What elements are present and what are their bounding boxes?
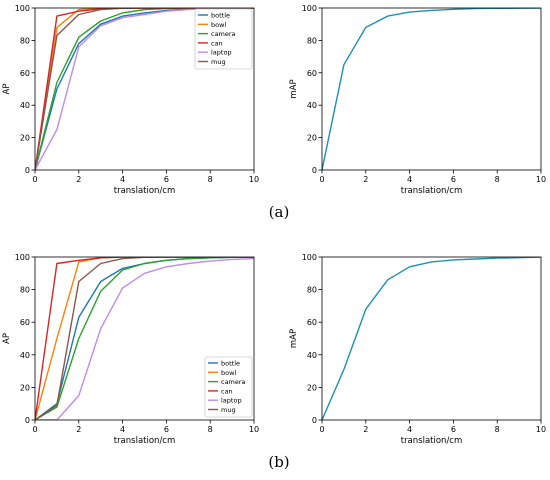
- series-line-mug: [35, 8, 254, 170]
- y-tick-label: 100: [302, 4, 317, 13]
- chart-3: 0 2 4 6 8 10020406080100translation/cmAPbottl…: [2, 253, 259, 446]
- x-tick-label: 4: [407, 175, 412, 184]
- y-tick-label: 20: [307, 134, 317, 143]
- x-tick-label: 6: [164, 425, 169, 434]
- legend-label-can: can: [211, 39, 223, 47]
- series-line-bowl: [35, 8, 254, 170]
- x-tick-label: 2: [363, 175, 368, 184]
- y-tick-label: 20: [307, 383, 317, 392]
- x-axis-label: translation/cm: [401, 186, 463, 196]
- legend-label-camera: camera: [221, 378, 246, 386]
- y-tick-label: 60: [20, 69, 30, 78]
- y-tick-label: 80: [307, 36, 317, 45]
- x-tick-label: 8: [208, 425, 213, 434]
- series-line-can: [35, 8, 254, 170]
- x-tick-label: 10: [536, 175, 546, 184]
- x-axis-label: translation/cm: [401, 436, 463, 446]
- legend-label-mug: mug: [211, 58, 226, 66]
- legend-label-camera: camera: [211, 30, 236, 38]
- x-tick-label: 0: [32, 175, 37, 184]
- x-tick-label: 10: [249, 425, 259, 434]
- x-tick-label: 8: [208, 175, 213, 184]
- series-line-bowl: [35, 257, 254, 420]
- y-tick-label: 60: [307, 69, 317, 78]
- x-tick-label: 10: [536, 425, 546, 434]
- y-tick-label: 80: [307, 286, 317, 295]
- x-tick-label: 4: [120, 175, 125, 184]
- series-line-camera: [35, 8, 254, 170]
- axes-frame: [34, 256, 255, 421]
- x-tick-label: 2: [76, 425, 81, 434]
- x-tick-label: 6: [451, 425, 456, 434]
- x-tick-label: 6: [451, 175, 456, 184]
- axes-frame: [321, 256, 542, 421]
- axes-frame: [321, 7, 542, 171]
- legend-label-bowl: bowl: [221, 369, 236, 377]
- y-axis-label: AP: [2, 333, 12, 344]
- legend-label-can: can: [221, 387, 233, 395]
- y-tick-label: 0: [25, 416, 30, 425]
- x-tick-label: 0: [319, 175, 324, 184]
- series-line-map: [322, 8, 541, 170]
- y-tick-label: 80: [20, 36, 30, 45]
- y-tick-label: 100: [15, 4, 30, 13]
- y-axis-label: mAP: [289, 329, 299, 348]
- y-tick-label: 40: [20, 351, 30, 360]
- legend-label-mug: mug: [221, 406, 236, 414]
- legend-label-bottle: bottle: [221, 360, 240, 368]
- x-tick-label: 4: [407, 425, 412, 434]
- y-tick-label: 60: [307, 318, 317, 327]
- y-tick-label: 40: [20, 101, 30, 110]
- y-axis-label: mAP: [289, 79, 299, 98]
- x-axis-label: translation/cm: [114, 186, 176, 196]
- legend-box: [194, 8, 253, 70]
- y-tick-label: 0: [312, 416, 317, 425]
- series-line-can: [35, 257, 254, 420]
- panel-label-b: (b): [268, 453, 290, 471]
- y-tick-label: 80: [20, 286, 30, 295]
- x-tick-label: 2: [76, 175, 81, 184]
- axes-frame: [34, 7, 255, 171]
- y-tick-label: 100: [302, 253, 317, 262]
- chart-1: 0 2 4 6 8 10020406080100translation/cmAPbottl…: [2, 4, 259, 196]
- y-tick-label: 40: [307, 351, 317, 360]
- x-tick-label: 8: [495, 425, 500, 434]
- y-tick-label: 20: [20, 383, 30, 392]
- legend-label-laptop: laptop: [221, 397, 242, 405]
- y-tick-label: 0: [312, 166, 317, 175]
- legend-label-bowl: bowl: [211, 21, 226, 29]
- panel-label-a: (a): [268, 203, 290, 221]
- y-tick-label: 40: [307, 101, 317, 110]
- y-tick-label: 0: [25, 166, 30, 175]
- y-tick-label: 100: [15, 253, 30, 262]
- x-tick-label: 0: [32, 425, 37, 434]
- series-line-map: [322, 257, 541, 420]
- y-tick-label: 60: [20, 318, 30, 327]
- x-tick-label: 6: [164, 175, 169, 184]
- x-tick-label: 0: [319, 425, 324, 434]
- legend-label-bottle: bottle: [211, 12, 230, 20]
- x-tick-label: 4: [120, 425, 125, 434]
- y-tick-label: 20: [20, 134, 30, 143]
- x-axis-label: translation/cm: [114, 436, 176, 446]
- x-tick-label: 10: [249, 175, 259, 184]
- x-tick-label: 2: [363, 425, 368, 434]
- series-line-laptop: [35, 257, 254, 420]
- y-axis-label: AP: [2, 84, 12, 95]
- legend-label-laptop: laptop: [211, 49, 232, 57]
- x-tick-label: 8: [495, 175, 500, 184]
